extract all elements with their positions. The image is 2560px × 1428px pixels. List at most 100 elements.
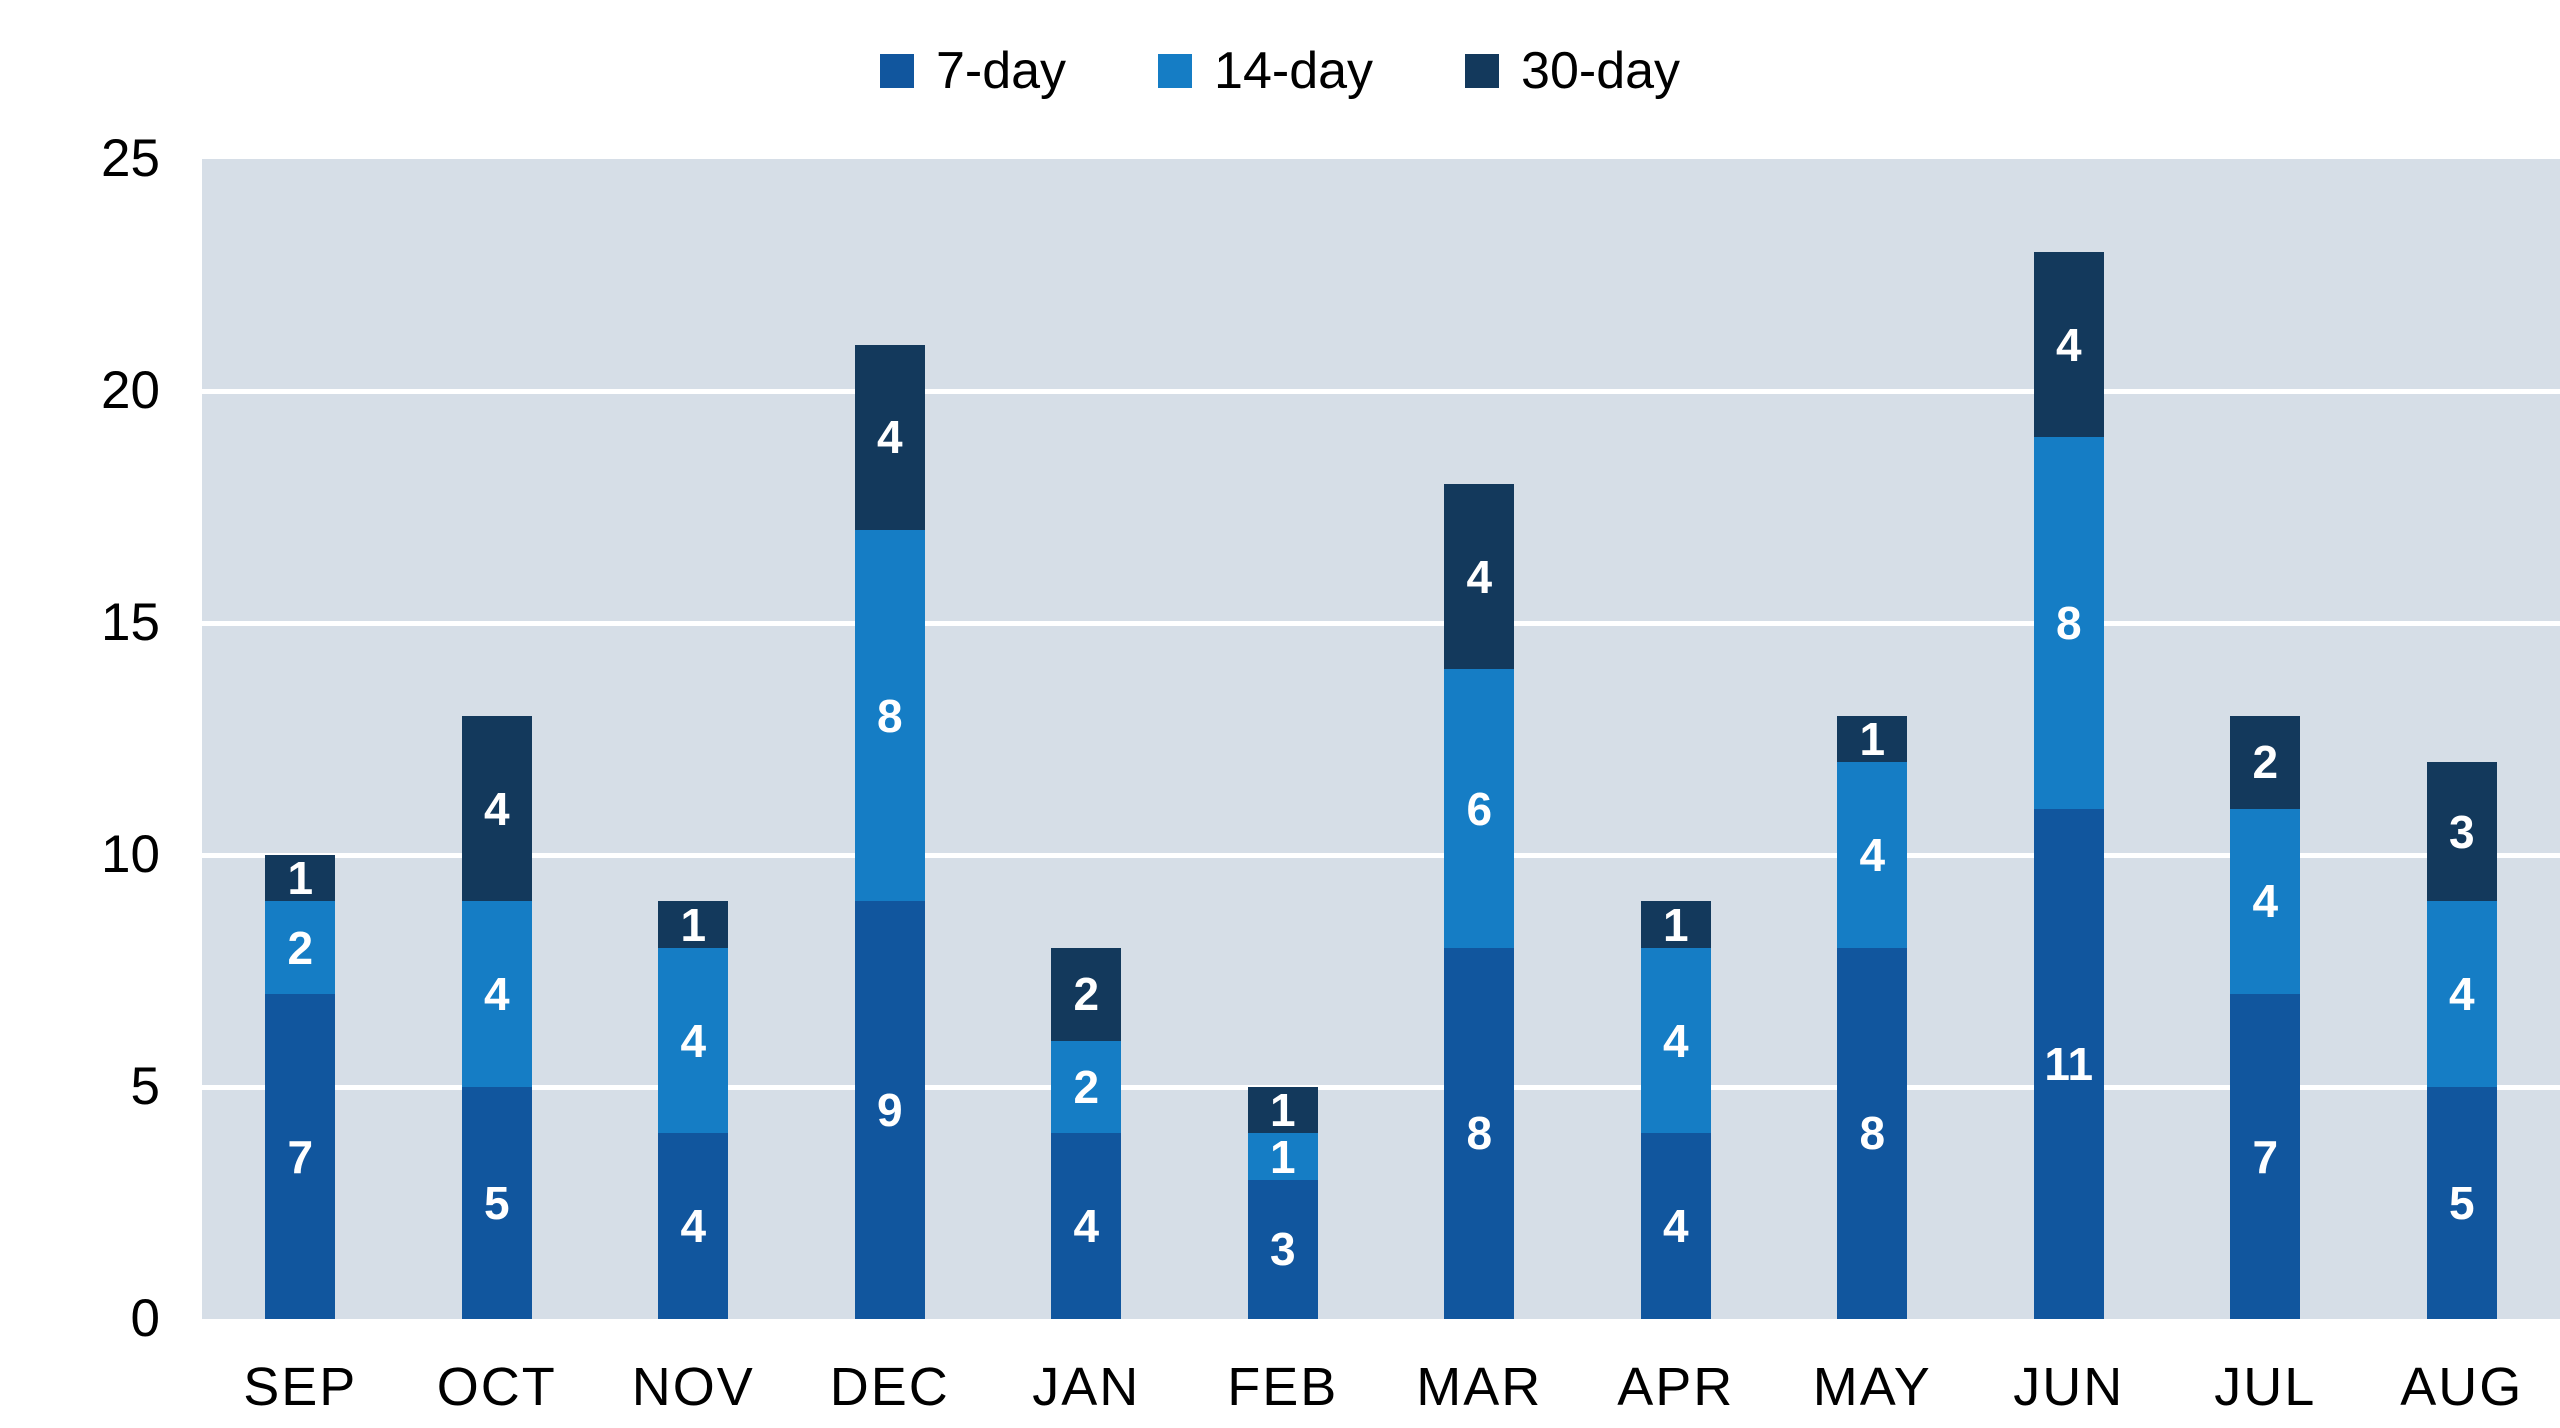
segment-value-label: 2 — [1073, 968, 1100, 1021]
legend-label: 14-day — [1214, 42, 1374, 100]
segment-value-label: 2 — [287, 921, 314, 974]
segment-value-label: 4 — [680, 1014, 707, 1067]
legend-swatch-7-day — [879, 54, 914, 88]
bar-segment-30-day: 4 — [854, 344, 925, 531]
bar-segment-7-day: 8 — [1444, 947, 1515, 1319]
segment-value-label: 4 — [680, 1200, 707, 1253]
segment-value-label: 4 — [2055, 318, 2082, 371]
segment-value-label: 11 — [2044, 1037, 2094, 1090]
legend-label: 7-day — [935, 42, 1067, 100]
y-axis: 0 5 10 15 20 25 — [0, 0, 160, 1428]
segment-value-label: 4 — [876, 411, 903, 464]
segment-value-label: 4 — [2448, 968, 2475, 1021]
bar-segment-14-day: 2 — [265, 901, 336, 995]
bar-segment-30-day: 4 — [461, 715, 532, 902]
x-tick-label-oct: OCT — [436, 1357, 557, 1417]
bar-segment-30-day: 1 — [265, 852, 336, 905]
bar-mar: 8 6 4 — [1444, 159, 1515, 1319]
x-tick-label-sep: SEP — [243, 1357, 358, 1417]
segment-value-label: 3 — [2448, 805, 2475, 858]
y-tick-label: 25 — [101, 129, 160, 188]
legend-swatch-30-day — [1465, 54, 1500, 88]
y-tick-label: 20 — [101, 361, 160, 420]
segment-value-label: 1 — [680, 898, 707, 951]
y-tick-label: 15 — [101, 593, 160, 652]
segment-value-label: 4 — [1859, 829, 1886, 882]
bar-segment-7-day: 3 — [1247, 1179, 1318, 1319]
segment-value-label: 3 — [1269, 1223, 1296, 1276]
x-tick-label-dec: DEC — [829, 1357, 950, 1417]
x-tick-label-jun: JUN — [2013, 1357, 2125, 1417]
bar-aug: 5 4 3 — [2426, 159, 2497, 1319]
bar-segment-14-day: 2 — [1051, 1040, 1122, 1134]
x-tick-label-apr: APR — [1617, 1357, 1735, 1417]
legend-item: 14-day — [1158, 45, 1373, 97]
y-tick-label: 10 — [101, 825, 160, 884]
segment-value-label: 8 — [876, 689, 903, 742]
gridline — [202, 852, 2560, 858]
bar-segment-30-day: 2 — [2230, 715, 2301, 809]
bar-segment-30-day: 3 — [2426, 762, 2497, 902]
bar-segment-14-day: 8 — [2033, 437, 2104, 809]
bar-segment-7-day: 7 — [2230, 994, 2301, 1319]
legend-label: 30-day — [1521, 42, 1681, 100]
segment-value-label: 1 — [287, 852, 314, 905]
y-tick-label: 0 — [130, 1289, 160, 1348]
x-tick-label-may: MAY — [1812, 1357, 1932, 1417]
segment-value-label: 4 — [483, 782, 510, 835]
x-tick-label-mar: MAR — [1416, 1357, 1543, 1417]
segment-value-label: 6 — [1466, 782, 1493, 835]
segment-value-label: 1 — [1859, 713, 1886, 765]
bar-sep: 7 2 1 — [265, 159, 336, 1319]
segment-value-label: 8 — [2055, 597, 2082, 650]
segment-value-label: 5 — [2448, 1177, 2475, 1229]
chart-legend: 7-day 14-day 30-day — [0, 38, 2560, 104]
segment-value-label: 4 — [1662, 1014, 1689, 1067]
bar-segment-14-day: 8 — [854, 530, 925, 902]
bar-segment-30-day: 2 — [1051, 947, 1122, 1041]
bar-segment-7-day: 11 — [2033, 808, 2104, 1319]
bar-segment-14-day: 4 — [461, 901, 532, 1087]
plot-area: 7 2 1 5 4 4 4 4 1 9 8 4 4 2 2 3 1 1 8 6 4 4 4 1 8 4 1 11 8 4 7 4 2 5 4 3 — [202, 159, 2560, 1319]
x-tick-label-jul: JUL — [2214, 1357, 2317, 1417]
y-tick-label: 5 — [130, 1057, 160, 1116]
bar-segment-14-day: 4 — [2230, 808, 2301, 995]
bar-segment-14-day: 1 — [1247, 1130, 1318, 1183]
bar-segment-14-day: 6 — [1444, 669, 1515, 948]
bar-segment-7-day: 8 — [1837, 947, 1908, 1319]
segment-value-label: 8 — [1466, 1107, 1493, 1160]
bar-segment-14-day: 4 — [1837, 762, 1908, 948]
bar-apr: 4 4 1 — [1640, 159, 1711, 1319]
bar-segment-14-day: 4 — [658, 947, 729, 1134]
segment-value-label: 1 — [1662, 898, 1689, 951]
segment-value-label: 4 — [1466, 550, 1493, 603]
bar-segment-30-day: 1 — [658, 898, 729, 951]
legend-swatch-14-day — [1158, 54, 1193, 88]
segment-value-label: 2 — [2252, 736, 2279, 789]
bar-segment-30-day: 4 — [1444, 483, 1515, 670]
x-tick-label-aug: AUG — [2400, 1357, 2524, 1417]
bar-segment-30-day: 1 — [1247, 1087, 1318, 1134]
segment-value-label: 4 — [2252, 875, 2279, 928]
bar-segment-7-day: 4 — [1051, 1133, 1122, 1319]
segment-value-label: 1 — [1269, 1130, 1296, 1183]
gridline — [202, 1084, 2560, 1090]
bar-segment-14-day: 4 — [1640, 947, 1711, 1134]
legend-item: 7-day — [879, 42, 1067, 100]
bar-jun: 11 8 4 — [2033, 159, 2104, 1319]
gridline — [202, 388, 2560, 394]
segment-value-label: 8 — [1859, 1107, 1886, 1160]
x-tick-label-jan: JAN — [1032, 1357, 1141, 1417]
segment-value-label: 4 — [1662, 1200, 1689, 1253]
bar-segment-7-day: 5 — [2426, 1087, 2497, 1319]
bar-dec: 9 8 4 — [854, 159, 925, 1319]
bar-segment-7-day: 9 — [854, 901, 925, 1319]
bar-may: 8 4 1 — [1837, 159, 1908, 1319]
bar-segment-30-day: 4 — [2033, 251, 2104, 438]
segment-value-label: 9 — [876, 1084, 903, 1137]
bar-segment-7-day: 7 — [265, 994, 336, 1319]
bar-oct: 5 4 4 — [461, 159, 532, 1319]
bar-segment-7-day: 4 — [658, 1133, 729, 1319]
